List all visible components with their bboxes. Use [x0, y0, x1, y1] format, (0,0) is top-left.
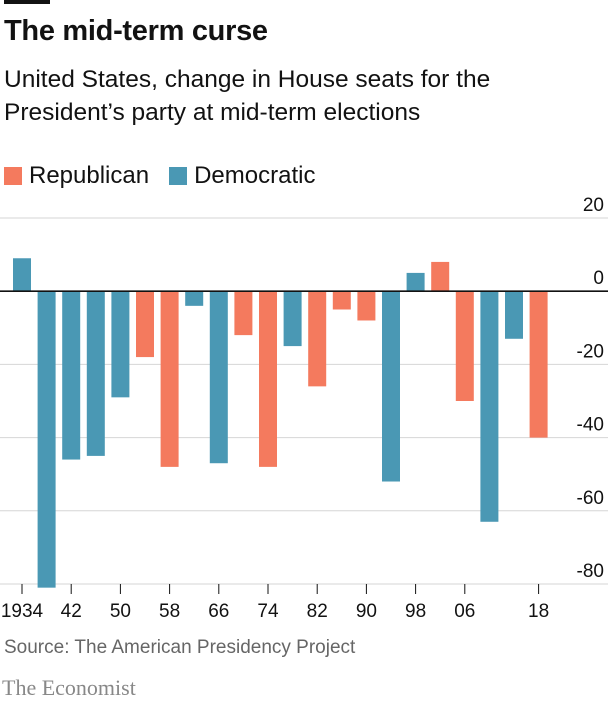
bar-1970: [234, 291, 253, 336]
legend: Republican Democratic: [4, 161, 335, 191]
y-tick-label: -60: [577, 488, 604, 509]
top-rule: [4, 0, 50, 4]
legend-label-democratic: Democratic: [194, 162, 316, 189]
source-note: Source: The American Presidency Project: [4, 637, 356, 658]
bar-chart: 20 0 -20 -40 -60 -80 1934 42 50 58 66 74 82 90 98 06 18: [0, 195, 608, 622]
y-tick-label: 20: [583, 195, 604, 216]
bar-1950: [111, 291, 130, 398]
legend-item-democratic: Democratic: [169, 162, 315, 190]
y-tick-label: -20: [577, 341, 604, 362]
bar-1982: [308, 291, 327, 387]
bar-2002: [431, 261, 450, 292]
bar-2014: [505, 291, 523, 339]
bar-2018: [529, 291, 548, 438]
x-tick-label: 98: [405, 601, 426, 622]
chart-subtitle: United States, change in House seats for…: [4, 66, 491, 126]
legend-swatch-democratic: [169, 167, 188, 185]
bar-1954: [136, 291, 154, 358]
bar-1946: [86, 291, 105, 456]
bar-1942: [62, 291, 81, 460]
economist-logo: The Economist: [2, 675, 136, 700]
x-tick-label: 18: [528, 601, 549, 622]
x-tick-label: 58: [159, 601, 180, 622]
y-tick-label: -80: [577, 561, 604, 582]
x-tick-label: 74: [257, 601, 279, 622]
bar-1994: [382, 291, 400, 482]
bar-1962: [185, 291, 204, 306]
gridlines: [0, 217, 608, 585]
bar-1966: [209, 291, 228, 464]
x-axis-tick-labels: 1934 42 50 58 66 74 82 90 98 06 18: [1, 584, 549, 622]
y-axis-tick-labels: 20 0 -20 -40 -60 -80: [577, 195, 604, 582]
bar-1934: [13, 258, 31, 292]
bar-1938: [37, 291, 56, 588]
legend-label-republican: Republican: [29, 162, 150, 189]
x-tick-label: 66: [208, 601, 229, 622]
x-tick-label: 90: [356, 601, 377, 622]
y-tick-label: 0: [593, 268, 604, 289]
bar-2006: [455, 291, 474, 401]
x-tick-label: 82: [307, 601, 328, 622]
x-tick-label: 50: [110, 601, 131, 622]
bar-1990: [357, 291, 376, 321]
x-tick-label: 1934: [1, 601, 44, 622]
bar-1978: [283, 291, 302, 347]
y-tick-label: -40: [577, 415, 604, 436]
x-tick-label: 42: [61, 601, 82, 622]
bar-1958: [160, 291, 179, 467]
bar-2010: [480, 291, 499, 522]
bars: [13, 258, 548, 588]
x-tick-label: 06: [454, 601, 475, 622]
legend-swatch-republican: [4, 167, 22, 185]
bar-1998: [406, 272, 425, 292]
chart-title: The mid-term curse: [4, 15, 268, 47]
bar-1974: [259, 291, 277, 467]
legend-item-republican: Republican: [4, 162, 149, 190]
bar-1986: [332, 291, 351, 310]
